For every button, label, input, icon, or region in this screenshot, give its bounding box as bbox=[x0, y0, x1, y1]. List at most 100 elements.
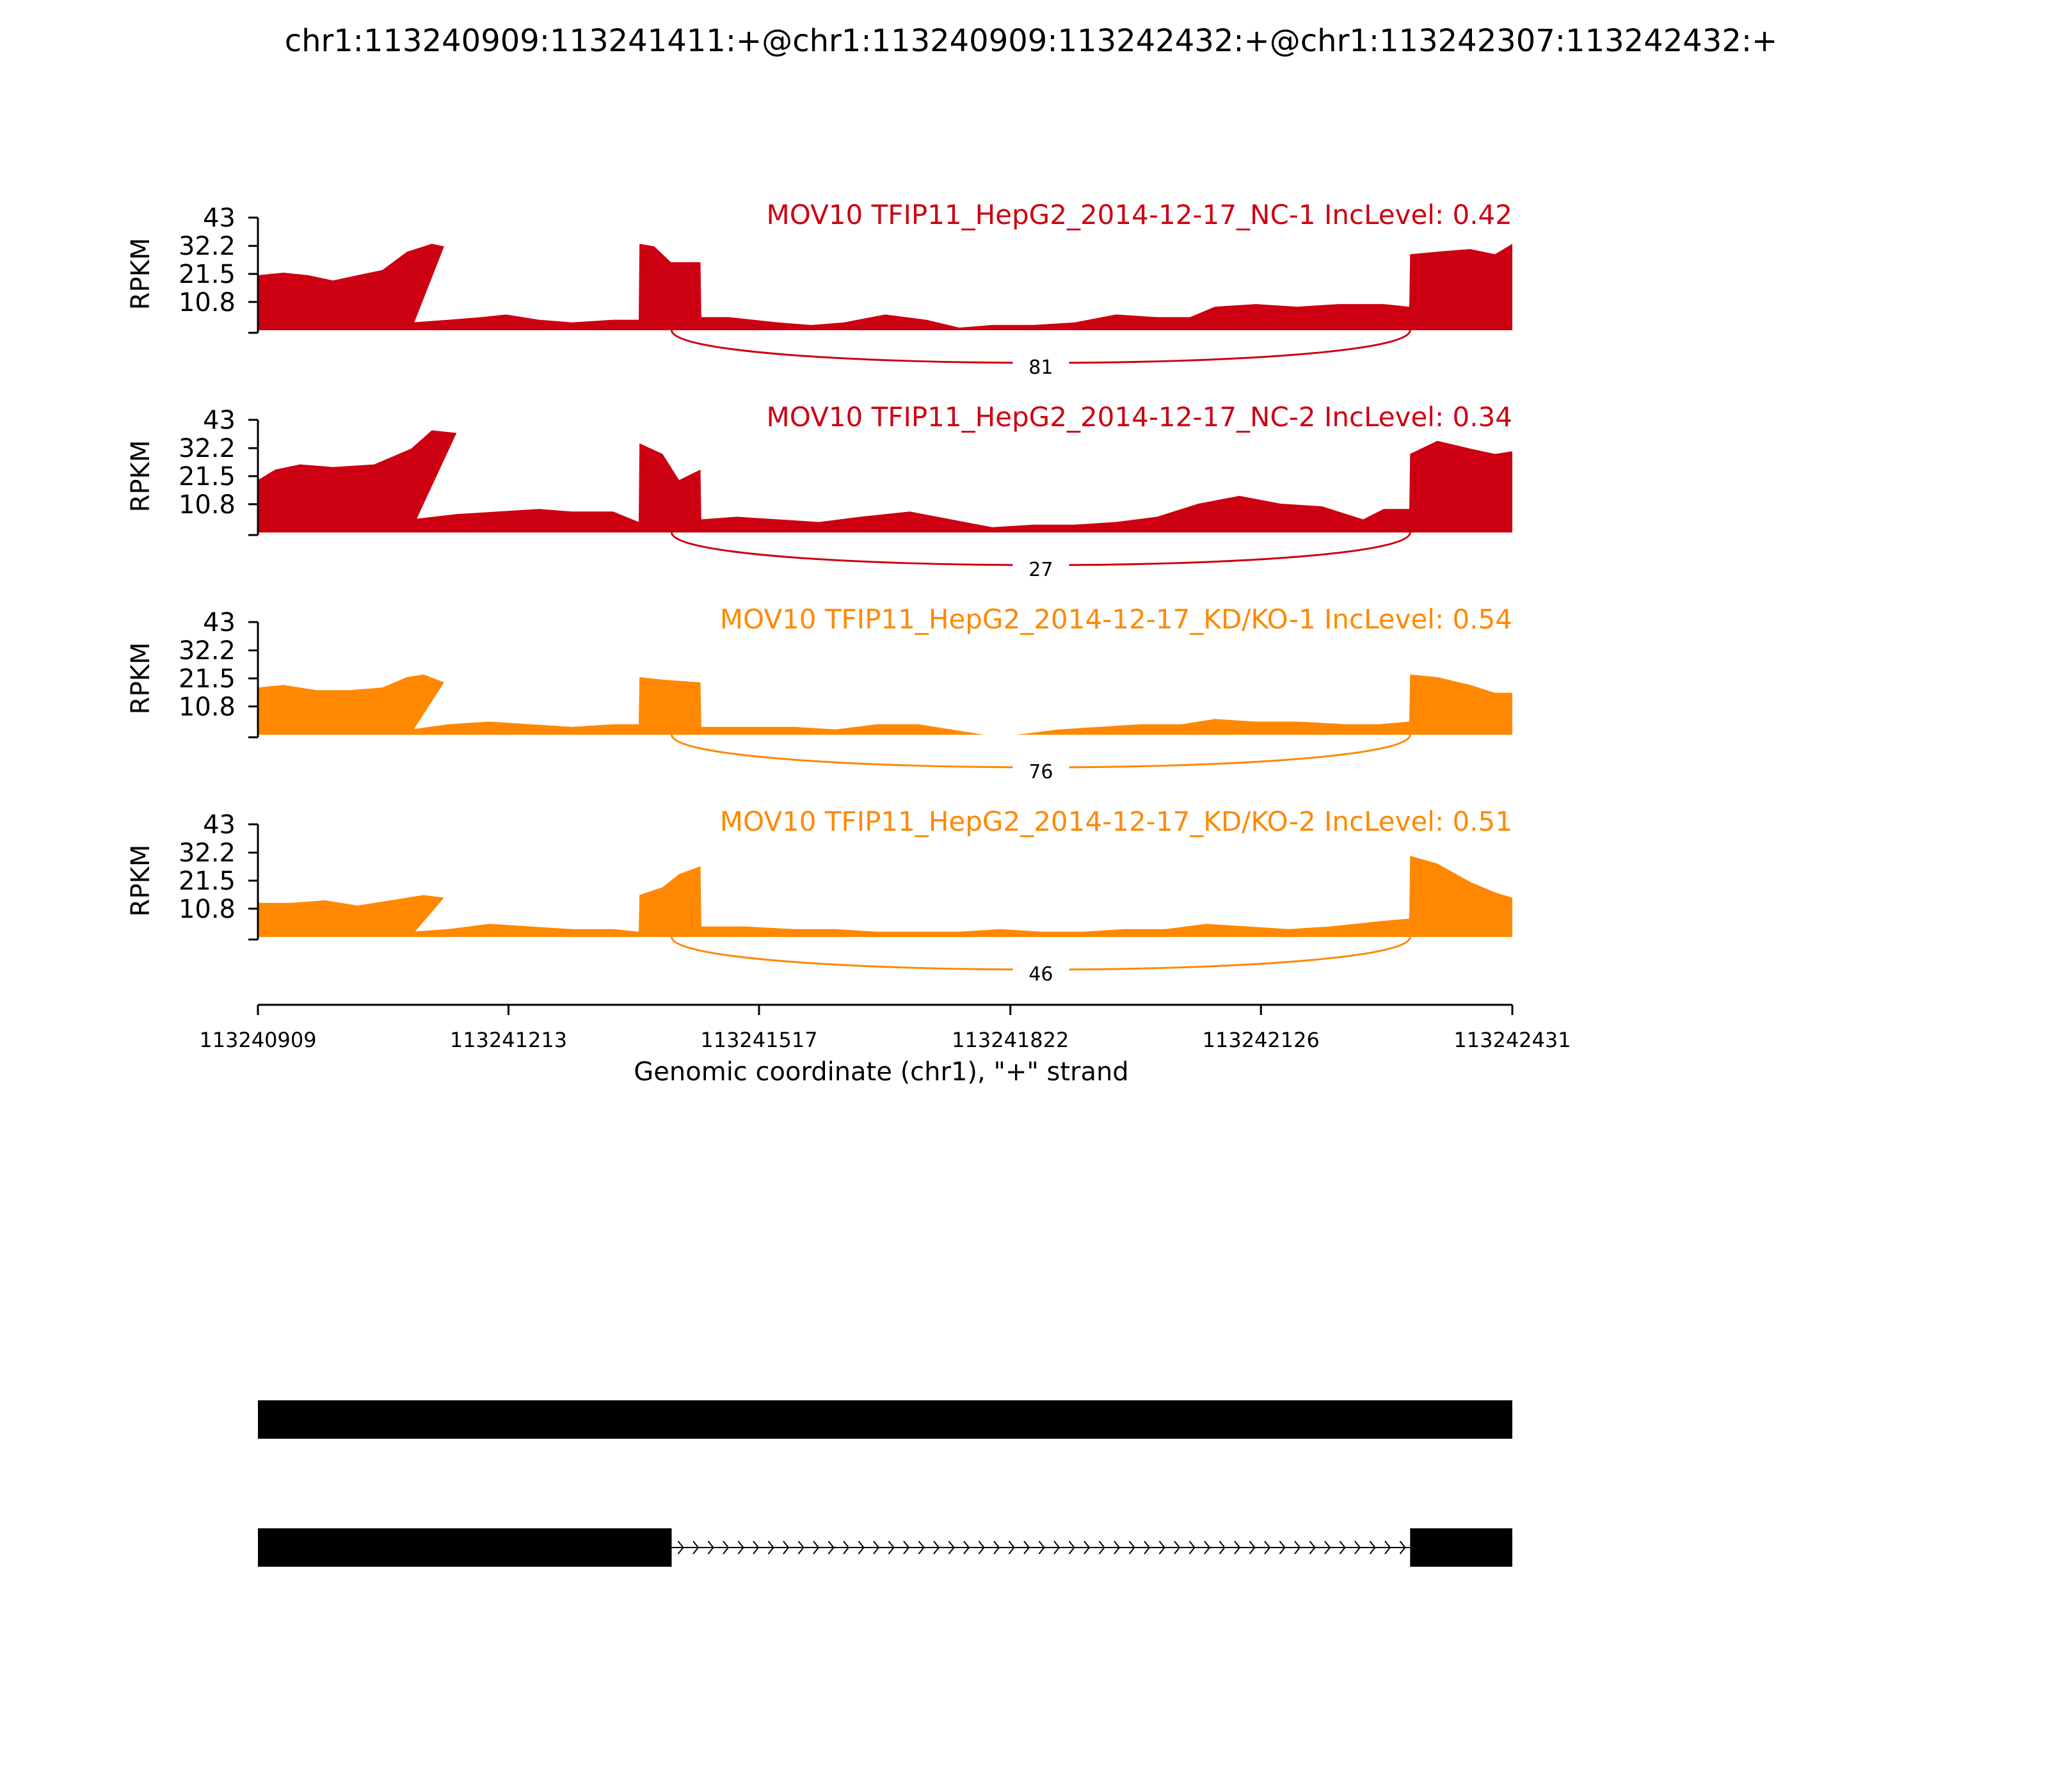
strand-arrow bbox=[963, 1540, 970, 1555]
junction-count: 81 bbox=[1028, 356, 1053, 379]
strand-arrow bbox=[858, 1540, 865, 1555]
y-tick-label: 32.2 bbox=[179, 434, 236, 463]
junction-label-background bbox=[1012, 355, 1069, 378]
strand-arrow bbox=[1204, 1540, 1211, 1555]
y-axis-label: RPKM bbox=[126, 238, 156, 310]
y-axis-label: RPKM bbox=[126, 643, 156, 715]
strand-arrow bbox=[1264, 1540, 1271, 1555]
strand-arrow bbox=[1128, 1540, 1135, 1555]
y-tick-label: 10.8 bbox=[179, 692, 236, 722]
y-tick-label: 32.2 bbox=[179, 636, 236, 666]
strand-arrow bbox=[1339, 1540, 1346, 1555]
exon-block bbox=[258, 1528, 672, 1567]
strand-arrow bbox=[1068, 1540, 1075, 1555]
y-tick-label: 43 bbox=[203, 608, 236, 637]
x-tick-label: 113241822 bbox=[952, 1028, 1069, 1052]
strand-arrow bbox=[978, 1540, 985, 1555]
strand-arrow bbox=[1053, 1540, 1060, 1555]
y-tick-label: 32.2 bbox=[179, 838, 236, 868]
y-axis-label: RPKM bbox=[126, 440, 156, 513]
strand-arrow bbox=[828, 1540, 835, 1555]
strand-arrow bbox=[677, 1540, 684, 1555]
y-tick-label: 21.5 bbox=[179, 664, 236, 694]
junction-count: 27 bbox=[1028, 559, 1053, 581]
strand-arrow bbox=[1219, 1540, 1226, 1555]
y-tick-label: 21.5 bbox=[179, 260, 236, 289]
junction-label-background bbox=[1012, 557, 1069, 580]
y-tick-label: 10.8 bbox=[179, 490, 236, 520]
strand-arrow bbox=[692, 1540, 700, 1555]
figure-title: chr1:113240909:113241411:+@chr1:11324090… bbox=[285, 23, 1778, 59]
y-tick-label: 10.8 bbox=[179, 288, 236, 317]
strand-arrow bbox=[1309, 1540, 1316, 1555]
strand-arrow bbox=[873, 1540, 880, 1555]
strand-arrow bbox=[767, 1540, 774, 1555]
sample-label: MOV10 TFIP11_HepG2_2014-12-17_KD/KO-1 In… bbox=[720, 604, 1512, 635]
strand-arrow bbox=[723, 1540, 730, 1555]
x-tick-label: 113242431 bbox=[1453, 1028, 1571, 1052]
y-tick-label: 43 bbox=[203, 204, 236, 233]
exon-block bbox=[258, 1400, 1512, 1439]
junction-label-background bbox=[1012, 759, 1069, 782]
strand-arrow bbox=[1279, 1540, 1286, 1555]
strand-arrow bbox=[843, 1540, 850, 1555]
exon-block bbox=[1410, 1528, 1512, 1567]
y-tick-label: 32.2 bbox=[179, 232, 236, 261]
x-tick-label: 113241517 bbox=[700, 1028, 817, 1052]
strand-arrow bbox=[933, 1540, 940, 1555]
junction-label-background bbox=[1012, 961, 1069, 984]
x-tick-label: 113240909 bbox=[199, 1028, 316, 1052]
strand-arrow bbox=[1384, 1540, 1391, 1555]
strand-arrow bbox=[918, 1540, 925, 1555]
strand-arrow bbox=[1234, 1540, 1241, 1555]
strand-arrow bbox=[1174, 1540, 1181, 1555]
x-axis-label: Genomic coordinate (chr1), "+" strand bbox=[634, 1057, 1128, 1087]
coverage-area bbox=[258, 243, 1512, 330]
strand-arrow bbox=[903, 1540, 910, 1555]
y-tick-label: 10.8 bbox=[179, 895, 236, 924]
strand-arrow bbox=[993, 1540, 1000, 1555]
strand-arrow bbox=[888, 1540, 895, 1555]
y-tick-label: 43 bbox=[203, 406, 236, 435]
strand-arrow bbox=[1158, 1540, 1165, 1555]
junction-count: 76 bbox=[1028, 761, 1053, 783]
strand-arrow bbox=[1369, 1540, 1376, 1555]
strand-arrow bbox=[1144, 1540, 1151, 1555]
strand-arrow bbox=[1249, 1540, 1256, 1555]
strand-arrow bbox=[797, 1540, 804, 1555]
x-tick-label: 113241213 bbox=[450, 1028, 567, 1052]
sample-label: MOV10 TFIP11_HepG2_2014-12-17_NC-2 IncLe… bbox=[767, 401, 1512, 433]
coverage-area bbox=[258, 856, 1512, 937]
strand-arrow bbox=[948, 1540, 955, 1555]
strand-arrow bbox=[1114, 1540, 1121, 1555]
y-tick-label: 21.5 bbox=[179, 462, 236, 492]
strand-arrow bbox=[1008, 1540, 1015, 1555]
isoform-1 bbox=[258, 1400, 1512, 1439]
strand-arrow bbox=[1294, 1540, 1301, 1555]
strand-arrow bbox=[1188, 1540, 1196, 1555]
sample-label: MOV10 TFIP11_HepG2_2014-12-17_KD/KO-2 In… bbox=[720, 806, 1512, 837]
strand-arrow bbox=[1098, 1540, 1105, 1555]
strand-arrow bbox=[1354, 1540, 1361, 1555]
x-axis: 113240909 113241213 113241517 113241822 1132… bbox=[199, 1004, 1571, 1052]
x-tick-label: 113242126 bbox=[1203, 1028, 1320, 1052]
strand-arrow bbox=[1084, 1540, 1091, 1555]
sample-label: MOV10 TFIP11_HepG2_2014-12-17_NC-1 IncLe… bbox=[767, 199, 1512, 230]
strand-arrow bbox=[753, 1540, 760, 1555]
y-axis-label: RPKM bbox=[126, 845, 156, 917]
isoform-models bbox=[258, 1400, 1512, 1567]
coverage-area bbox=[258, 674, 1512, 735]
strand-arrow bbox=[813, 1540, 820, 1555]
y-tick-label: 43 bbox=[203, 810, 236, 840]
junction-count: 46 bbox=[1028, 963, 1053, 986]
strand-arrow bbox=[783, 1540, 790, 1555]
y-tick-label: 21.5 bbox=[179, 867, 236, 896]
isoform-2 bbox=[258, 1528, 1512, 1567]
